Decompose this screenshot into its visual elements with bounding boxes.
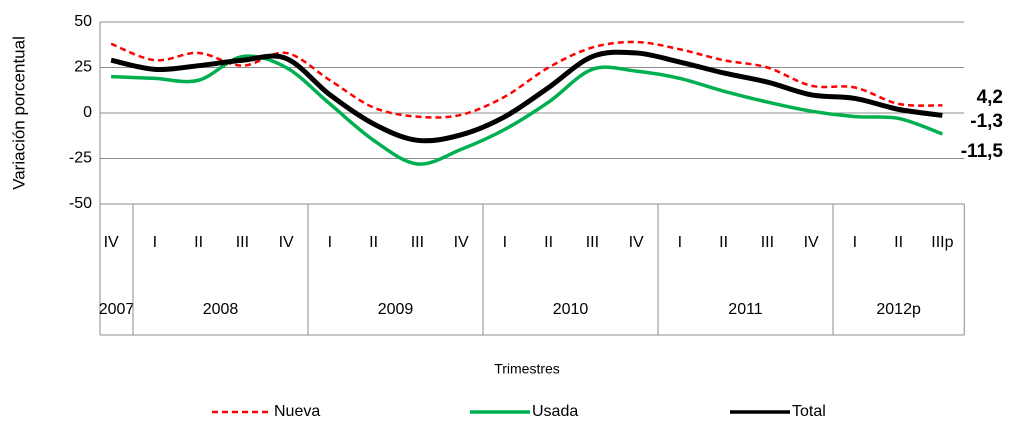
x-tick-label: II — [544, 234, 553, 251]
y-tick-label: 25 — [74, 59, 92, 76]
y-axis-label: Variación porcentual — [9, 36, 28, 190]
x-tick-label: IV — [629, 234, 644, 251]
x-tick-label: I — [503, 234, 507, 251]
year-label: 2009 — [378, 301, 414, 318]
x-tick-label: II — [369, 234, 378, 251]
x-tick-label: II — [894, 234, 903, 251]
legend-label: Total — [792, 403, 826, 420]
x-tick-label: II — [719, 234, 728, 251]
x-tick-label: IV — [279, 234, 294, 251]
y-tick-label: 50 — [74, 13, 92, 30]
data-label: -1,3 — [970, 111, 1003, 132]
x-tick-label: I — [678, 234, 682, 251]
year-label: 2007 — [99, 301, 135, 318]
year-label: 2010 — [553, 301, 589, 318]
series-line — [110, 40, 943, 119]
x-tick-label: IV — [104, 234, 119, 251]
x-axis-label: Trimestres — [494, 361, 560, 377]
x-tick-label: II — [194, 234, 203, 251]
series-line — [111, 54, 943, 166]
x-tick-label: I — [153, 234, 157, 251]
year-label: 2011 — [728, 301, 763, 318]
data-label: 4,2 — [977, 87, 1003, 108]
x-tick-label: I — [853, 234, 857, 251]
x-tick-label: III — [411, 234, 424, 251]
y-tick-label: -25 — [69, 150, 92, 167]
data-label: -11,5 — [961, 141, 1004, 162]
x-tick-label: III — [586, 234, 599, 251]
x-tick-label: III — [236, 234, 249, 251]
x-tick-label: IV — [804, 234, 819, 251]
y-tick-label: -50 — [69, 195, 92, 212]
year-label: 2008 — [203, 301, 239, 318]
legend-label: Usada — [532, 403, 578, 420]
x-tick-label: I — [328, 234, 332, 251]
year-label: 2012p — [876, 301, 921, 318]
x-tick-label: IIIp — [931, 234, 953, 251]
y-tick-label: 0 — [83, 104, 92, 121]
legend-label: Nueva — [274, 403, 320, 420]
series-line — [110, 49, 943, 144]
x-tick-label: III — [761, 234, 774, 251]
x-tick-label: IV — [454, 234, 469, 251]
